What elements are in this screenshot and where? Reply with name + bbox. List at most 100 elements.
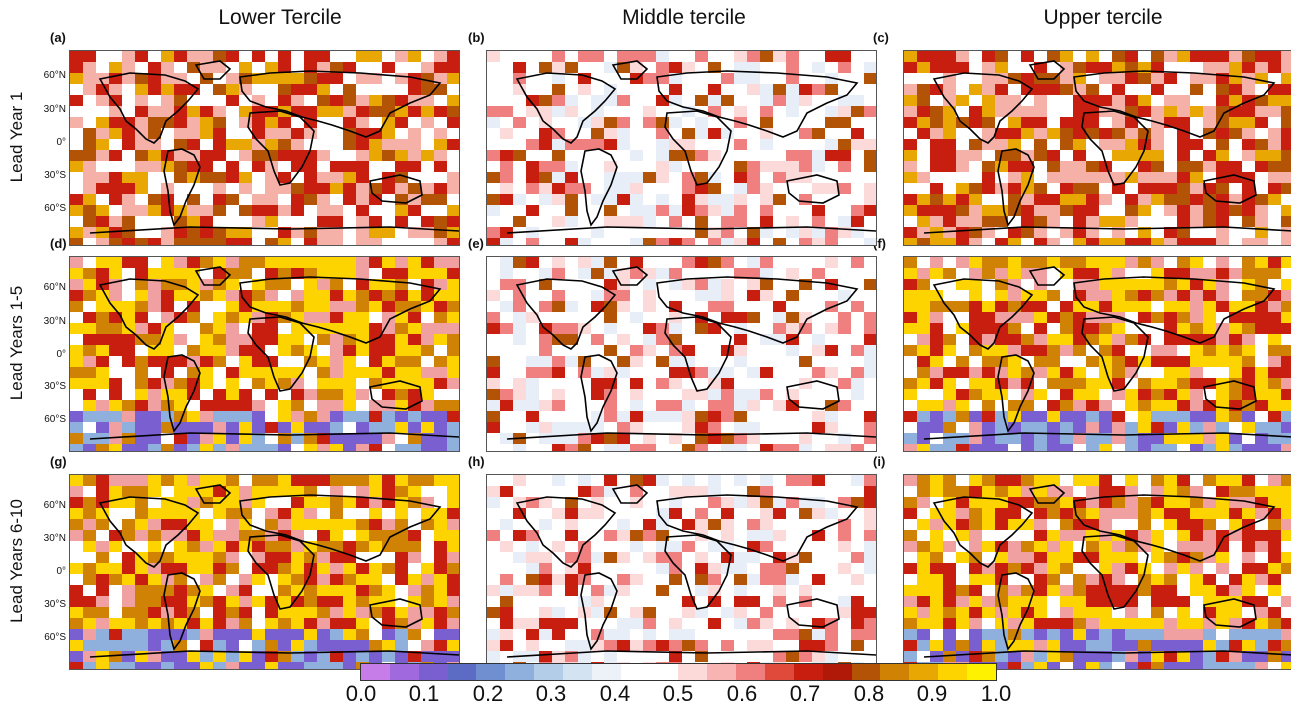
skill-cell <box>1242 312 1255 323</box>
skill-cell <box>1216 334 1229 345</box>
skill-cell <box>434 106 447 117</box>
skill-cell <box>851 268 864 279</box>
skill-cell <box>969 290 982 301</box>
skill-cell <box>695 290 708 301</box>
skill-cell <box>174 161 187 172</box>
skill-cell <box>447 301 459 312</box>
skill-cell <box>447 51 459 62</box>
skill-cell <box>252 150 265 161</box>
skill-cell <box>982 301 995 312</box>
skill-cell <box>1177 51 1190 62</box>
skill-cell <box>421 422 434 433</box>
skill-cell <box>786 216 799 227</box>
skill-cell <box>1073 51 1086 62</box>
skill-cell <box>1008 596 1021 607</box>
skill-cell <box>721 607 734 618</box>
skill-cell <box>565 51 578 62</box>
skill-cell <box>395 334 408 345</box>
skill-cell <box>382 475 395 486</box>
skill-cell <box>656 411 669 422</box>
skill-cell <box>252 422 265 433</box>
panel-label-d: (d) <box>50 236 67 251</box>
skill-cell <box>1164 662 1177 669</box>
skill-cell <box>70 268 83 279</box>
skill-cell <box>83 607 96 618</box>
skill-cell <box>356 400 369 411</box>
skill-cell <box>265 323 278 334</box>
skill-cell <box>330 530 343 541</box>
skill-cell <box>812 290 825 301</box>
skill-cell <box>1281 411 1291 422</box>
skill-cell <box>864 73 876 84</box>
skill-cell <box>200 596 213 607</box>
skill-cell <box>1203 486 1216 497</box>
skill-cell <box>174 334 187 345</box>
skill-cell <box>382 411 395 422</box>
skill-cell <box>109 84 122 95</box>
skill-cell <box>109 312 122 323</box>
skill-cell <box>904 323 917 334</box>
skill-cell <box>213 389 226 400</box>
skill-cell <box>421 334 434 345</box>
skill-cell <box>695 51 708 62</box>
skill-cell <box>539 334 552 345</box>
skill-cell <box>825 552 838 563</box>
skill-cell <box>1229 585 1242 596</box>
skill-cell <box>369 227 382 238</box>
skill-cell <box>1281 651 1291 662</box>
skill-cell <box>643 150 656 161</box>
skill-cell <box>356 367 369 378</box>
skill-cell <box>943 84 956 95</box>
skill-cell <box>1008 227 1021 238</box>
skill-cell <box>96 345 109 356</box>
skill-cell <box>83 411 96 422</box>
skill-cell <box>513 618 526 629</box>
skill-cell <box>304 389 317 400</box>
skill-cell <box>956 422 969 433</box>
skill-cell <box>799 150 812 161</box>
skill-cell <box>578 486 591 497</box>
skill-cell <box>591 378 604 389</box>
skill-cell <box>434 519 447 530</box>
skill-cell <box>96 367 109 378</box>
skill-cell <box>526 172 539 183</box>
skill-cell <box>838 367 851 378</box>
skill-cell <box>1008 161 1021 172</box>
skill-cell <box>917 563 930 574</box>
skill-cell <box>487 73 500 84</box>
skill-cell <box>734 400 747 411</box>
skill-cell <box>1255 139 1268 150</box>
skill-cell <box>969 519 982 530</box>
skill-cell <box>552 238 565 245</box>
skill-cell <box>148 172 161 183</box>
skill-cell <box>825 389 838 400</box>
skill-cell <box>239 585 252 596</box>
skill-cell <box>760 290 773 301</box>
skill-cell <box>135 172 148 183</box>
skill-cell <box>643 530 656 541</box>
skill-cell <box>187 334 200 345</box>
skill-cell <box>369 257 382 268</box>
skill-cell <box>1060 73 1073 84</box>
skill-cell <box>161 301 174 312</box>
skill-cell <box>734 312 747 323</box>
skill-cell <box>1073 183 1086 194</box>
skill-cell <box>1086 389 1099 400</box>
skill-cell <box>1099 301 1112 312</box>
skill-cell <box>1229 205 1242 216</box>
skill-cell <box>369 238 382 245</box>
skill-cell <box>1047 345 1060 356</box>
skill-cell <box>917 618 930 629</box>
skill-cell <box>1112 290 1125 301</box>
skill-cell <box>174 62 187 73</box>
skill-cell <box>917 194 930 205</box>
skill-cell <box>747 389 760 400</box>
skill-cell <box>982 194 995 205</box>
skill-cell <box>930 486 943 497</box>
skill-cell <box>330 205 343 216</box>
skill-cell <box>96 323 109 334</box>
skill-cell <box>395 150 408 161</box>
skill-cell <box>513 552 526 563</box>
skill-cell <box>825 183 838 194</box>
skill-cell <box>760 268 773 279</box>
